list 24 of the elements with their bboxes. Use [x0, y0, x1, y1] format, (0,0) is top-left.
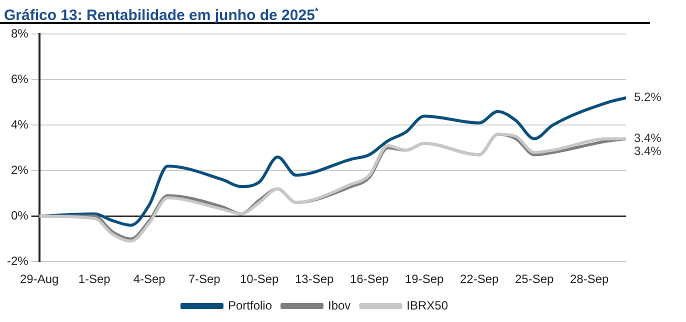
y-tick-label: 6%	[10, 72, 29, 86]
x-tick-label: 25-Sep	[514, 272, 554, 286]
y-tick-label: 4%	[10, 117, 29, 132]
x-tick-label: 22-Sep	[460, 272, 500, 286]
x-tick-label: 1-Sep	[78, 272, 111, 286]
x-tick-label: 29-Aug	[20, 272, 59, 286]
legend-label: Portfolio	[228, 298, 272, 312]
x-tick-label: 13-Sep	[294, 272, 334, 286]
y-tick-label: -2%	[6, 254, 29, 268]
data-label: 3.4%	[634, 131, 662, 146]
data-label: 5.2%	[634, 90, 662, 104]
x-tick-label: 28-Sep	[570, 272, 610, 286]
legend-label: Ibov	[328, 298, 351, 312]
y-tick-label: 8%	[10, 26, 29, 41]
legend-label: IBRX50	[406, 298, 448, 312]
data-label: 3.4%	[634, 144, 662, 158]
x-tick-label: 19-Sep	[404, 272, 444, 286]
chart-title: Gráfico 13: Rentabilidade em junho de 2025$^{*}$	[0, 0, 650, 24]
x-tick-label: 7-Sep	[188, 272, 221, 286]
x-tick-label: 10-Sep	[240, 272, 280, 286]
x-tick-label: 16-Sep	[350, 272, 390, 286]
x-tick-label: 4-Sep	[133, 272, 166, 286]
y-tick-label: 0%	[10, 208, 29, 222]
y-tick-label: 2%	[10, 162, 29, 177]
